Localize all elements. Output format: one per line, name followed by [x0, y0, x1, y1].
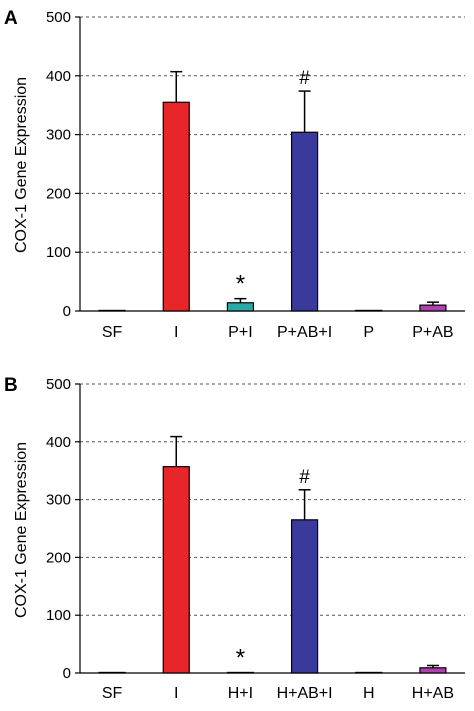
x-tick-label: H — [363, 685, 375, 702]
y-tick-label: 200 — [46, 549, 71, 566]
y-tick-label: 300 — [46, 492, 71, 509]
x-tick-label: P — [363, 324, 374, 341]
y-tick-label: 100 — [46, 607, 71, 624]
bar — [226, 302, 255, 312]
y-tick-label: 0 — [63, 303, 71, 320]
x-tick-label: H+I — [228, 685, 253, 702]
x-tick-label: I — [174, 685, 178, 702]
x-tick-label: H+AB+I — [277, 685, 333, 702]
bar — [355, 671, 383, 674]
y-tick-label: 400 — [46, 434, 71, 451]
significance-marker: * — [236, 644, 245, 671]
bar — [162, 101, 190, 312]
x-tick-label: P+AB — [412, 324, 453, 341]
x-tick-label: P+I — [228, 324, 252, 341]
y-tick-label: 300 — [46, 127, 71, 144]
bar — [162, 466, 190, 674]
x-tick-label: SF — [102, 685, 123, 702]
significance-marker: * — [236, 271, 245, 298]
significance-marker: # — [299, 467, 310, 488]
y-axis-title: COX-1 Gene Expression — [13, 442, 30, 618]
x-tick-label: P+AB+I — [277, 324, 332, 341]
panel-a: A COX-1 Gene Expression 0 100 200 300 400 500… — [4, 8, 465, 341]
y-tick-label: 400 — [46, 68, 71, 85]
x-tick-label: H+AB — [412, 685, 454, 702]
bar — [226, 671, 255, 674]
y-tick-label: 0 — [63, 665, 71, 682]
bar — [290, 519, 319, 674]
x-tick-label: SF — [102, 324, 123, 341]
y-tick-label: 500 — [46, 9, 71, 26]
y-axis-title: COX-1 Gene Expression — [13, 77, 30, 253]
bar — [98, 309, 126, 312]
bar — [419, 667, 447, 674]
y-tick-label: 100 — [46, 244, 71, 261]
bar — [290, 131, 319, 312]
panel-label: A — [4, 8, 18, 29]
x-tick-label: I — [174, 324, 178, 341]
bar — [355, 309, 383, 312]
significance-marker: # — [299, 68, 310, 89]
bar — [419, 304, 447, 312]
y-tick-label: 500 — [46, 376, 71, 393]
bar — [98, 671, 126, 674]
y-tick-label: 200 — [46, 185, 71, 202]
panel-label: B — [4, 375, 18, 396]
panel-b: B COX-1 Gene Expression 0 100 200 300 400 500… — [4, 375, 465, 702]
